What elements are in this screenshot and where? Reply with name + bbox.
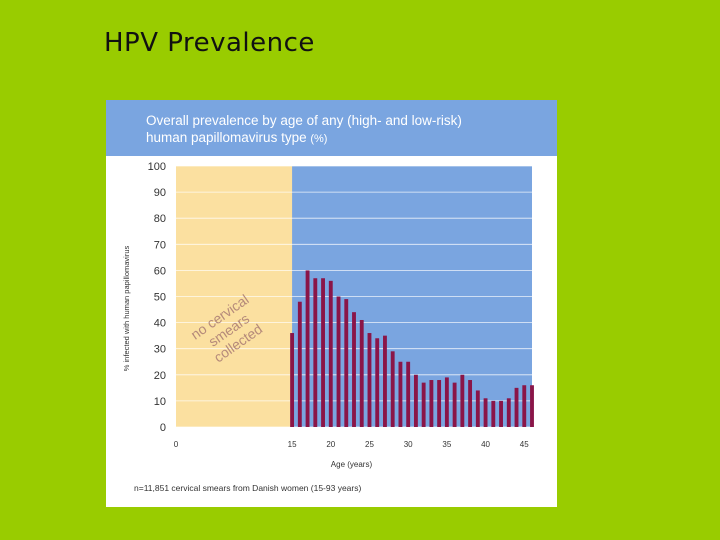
bar (452, 382, 457, 427)
bar (297, 301, 302, 427)
bar (468, 380, 473, 427)
bar (359, 319, 364, 427)
bar (367, 333, 372, 427)
x-tick-label: 40 (481, 440, 490, 449)
bar (444, 377, 449, 427)
bar (421, 382, 426, 427)
x-tick-label: 35 (442, 440, 451, 449)
chart-figure: Overall prevalence by age of any (high- … (106, 100, 557, 507)
bar (398, 361, 403, 427)
bar (429, 380, 434, 427)
y-tick-label: 60 (154, 265, 166, 277)
slide-title: HPV Prevalence (104, 28, 315, 58)
bar-chart: 0 10 20 30 40 50 60 70 80 90 100 0 15 20 25 30 35 40 45 Age… (122, 161, 534, 469)
bar (413, 374, 418, 427)
y-tick-label: 80 (154, 213, 166, 225)
bar (475, 390, 480, 427)
bar (352, 312, 356, 427)
bar (313, 278, 318, 427)
chart-title-unit: (%) (310, 133, 328, 145)
bar (344, 299, 349, 427)
bar (460, 374, 465, 427)
chart-title-line2: human papillomavirus type (%) (146, 129, 546, 148)
x-tick-label: 20 (326, 440, 335, 449)
y-tick-label: 90 (154, 187, 166, 199)
bar (506, 398, 511, 427)
chart-title: Overall prevalence by age of any (high- … (146, 112, 546, 148)
bar (328, 280, 333, 427)
bar (491, 400, 496, 427)
y-tick-label: 100 (148, 161, 166, 173)
chart-title-line2-text: human papillomavirus type (146, 130, 307, 145)
y-tick-label: 10 (154, 396, 166, 408)
x-axis-label: Age (years) (331, 460, 373, 469)
bar (305, 270, 310, 427)
bar (499, 400, 503, 427)
bar (514, 387, 519, 427)
bar (383, 335, 387, 427)
bar (437, 380, 442, 427)
y-tick-label: 70 (154, 239, 166, 251)
bar (406, 361, 411, 427)
y-tick-label: 20 (154, 370, 166, 382)
bar (290, 333, 295, 427)
y-tick-label: 40 (154, 318, 166, 330)
y-tick-label: 50 (154, 292, 166, 304)
bar (483, 398, 488, 427)
y-tick-label: 0 (160, 422, 166, 434)
x-tick-label: 30 (404, 440, 413, 449)
x-tick-label: 25 (365, 440, 374, 449)
bar (530, 385, 534, 427)
chart-header: Overall prevalence by age of any (high- … (106, 100, 557, 156)
y-tick-label: 30 (154, 344, 166, 356)
bar (390, 351, 395, 427)
bar (336, 296, 341, 427)
chart-title-line1: Overall prevalence by age of any (high- … (146, 113, 462, 128)
x-tick-label: 15 (288, 440, 297, 449)
bar (522, 385, 527, 427)
y-axis-label: % infected with human papillomavirus (122, 246, 131, 372)
x-tick-label: 45 (520, 440, 529, 449)
chart-footnote: n=11,851 cervical smears from Danish wom… (134, 483, 362, 493)
bar (375, 338, 380, 427)
bar (321, 278, 325, 427)
x-tick-label: 0 (174, 440, 179, 449)
